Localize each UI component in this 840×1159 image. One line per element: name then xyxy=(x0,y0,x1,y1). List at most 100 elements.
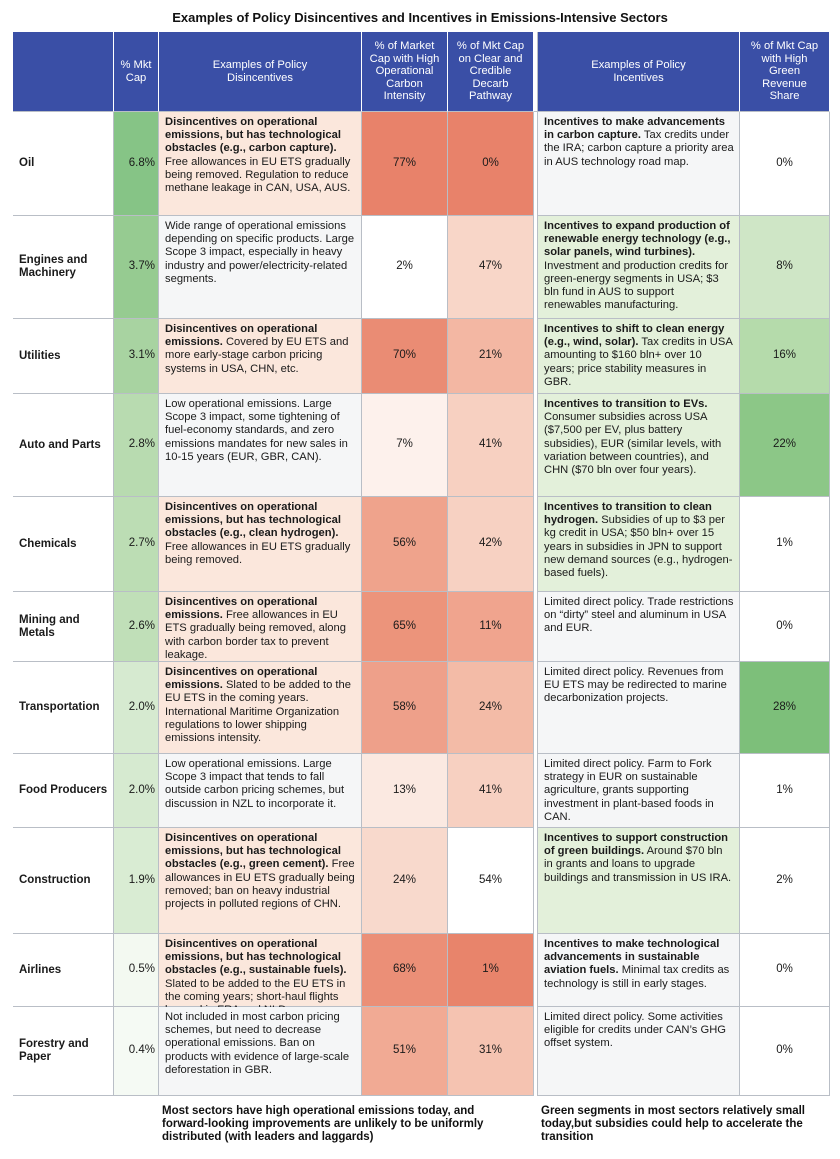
disincentive-cell: Disincentives on operational emissions, … xyxy=(159,497,362,592)
pathway-cell: 41% xyxy=(448,394,534,497)
incentive-headline: Incentives to make technological advance… xyxy=(544,938,720,977)
mkt-cap-cell: 2.7% xyxy=(114,497,159,592)
disincentive-cell: Disincentives on operational emissions, … xyxy=(159,828,362,934)
green-revenue-cell: 22% xyxy=(740,394,830,497)
green-revenue-value: 8% xyxy=(776,260,793,273)
incentive-headline: Incentives to transition to clean hydrog… xyxy=(544,501,712,527)
pathway-cell: 41% xyxy=(448,754,534,828)
disincentive-cell: Low operational emissions. Large Scope 3… xyxy=(159,754,362,828)
high-op-cell: 24% xyxy=(362,828,448,934)
mkt-cap-cell: 6.8% xyxy=(114,112,159,216)
disincentive-headline: Disincentives on operational emissions. xyxy=(165,666,318,692)
incentive-cell: Incentives to transition to clean hydrog… xyxy=(538,497,740,592)
pathway-cell: 11% xyxy=(448,592,534,662)
pathway-value: 0% xyxy=(482,156,499,169)
pathway-value: 31% xyxy=(478,1044,503,1057)
incentive-cell: Incentives to expand production of renew… xyxy=(538,216,740,319)
mkt-cap-value: 0.5% xyxy=(128,963,155,976)
disincentive-cell: Disincentives on operational emissions. … xyxy=(159,662,362,754)
column-gap xyxy=(534,754,538,828)
mkt-cap-cell: 2.0% xyxy=(114,662,159,754)
green-revenue-cell: 16% xyxy=(740,319,830,394)
pathway-cell: 31% xyxy=(448,1007,534,1096)
incentive-headline: Incentives to expand production of renew… xyxy=(544,220,731,259)
high-op-value: 56% xyxy=(392,537,417,550)
sector-cell: Engines and Machinery xyxy=(13,216,114,319)
column-gap xyxy=(534,934,538,1007)
mkt-cap-cell: 2.6% xyxy=(114,592,159,662)
pathway-cell: 1% xyxy=(448,934,534,1007)
sector-name: Auto and Parts xyxy=(19,438,101,451)
sector-cell: Auto and Parts xyxy=(13,394,114,497)
high-op-value: 68% xyxy=(392,963,417,976)
high-op-value: 24% xyxy=(392,873,417,886)
sector-name: Chemicals xyxy=(19,537,77,550)
mkt-cap-value: 2.0% xyxy=(128,700,155,713)
mkt-cap-value: 2.6% xyxy=(128,619,155,632)
sector-cell: Chemicals xyxy=(13,497,114,592)
incentive-text: Limited direct policy. Farm to Fork stra… xyxy=(544,758,714,823)
incentive-text: Investment and production credits for gr… xyxy=(544,259,729,312)
high-op-cell: 13% xyxy=(362,754,448,828)
high-op-value: 2% xyxy=(396,260,413,273)
incentive-text: Around $70 bln in grants and loans to up… xyxy=(544,845,732,884)
mkt-cap-value: 2.8% xyxy=(128,438,155,451)
footnote-left: Most sectors have high operational emiss… xyxy=(162,1105,484,1143)
pathway-cell: 47% xyxy=(448,216,534,319)
green-revenue-value: 1% xyxy=(776,537,793,550)
green-revenue-cell: 1% xyxy=(740,754,830,828)
green-revenue-value: 28% xyxy=(772,700,797,713)
header-high-op-intensity: % of Market Cap with High Operational Ca… xyxy=(362,32,448,112)
sector-name: Construction xyxy=(19,874,91,886)
column-gap xyxy=(534,394,538,497)
green-revenue-value: 1% xyxy=(776,783,793,796)
pathway-cell: 0% xyxy=(448,112,534,216)
incentive-cell: Incentives to transition to EVs. Consume… xyxy=(538,394,740,497)
mkt-cap-cell: 3.7% xyxy=(114,216,159,319)
disincentive-headline: Disincentives on operational emissions. xyxy=(165,596,318,622)
incentive-cell: Incentives to make technological advance… xyxy=(538,934,740,1007)
disincentive-text: Covered by EU ETS and more early-stage c… xyxy=(165,336,349,375)
disincentive-cell: Disincentives on operational emissions. … xyxy=(159,319,362,394)
incentive-headline: Incentives to shift to clean energy (e.g… xyxy=(544,323,725,349)
pathway-value: 21% xyxy=(478,349,503,362)
column-gap xyxy=(534,592,538,662)
mkt-cap-value: 3.1% xyxy=(128,349,155,362)
high-op-cell: 58% xyxy=(362,662,448,754)
high-op-value: 13% xyxy=(392,783,417,796)
green-revenue-value: 0% xyxy=(776,963,793,976)
sector-cell: Airlines xyxy=(13,934,114,1007)
incentive-text: Subsidies of up to $3 per kg credit in U… xyxy=(544,514,733,580)
column-gap xyxy=(534,112,538,216)
pathway-value: 42% xyxy=(478,537,503,550)
incentive-text: Limited direct policy. Some activities e… xyxy=(544,1011,726,1050)
incentive-headline: Incentives to transition to EVs. xyxy=(544,398,708,410)
sector-name: Utilities xyxy=(19,349,61,362)
high-op-value: 51% xyxy=(392,1044,417,1057)
disincentive-headline: Disincentives on operational emissions, … xyxy=(165,501,341,540)
sector-name: Food Producers xyxy=(19,784,108,796)
disincentive-headline: Disincentives on operational emissions. xyxy=(165,323,318,349)
column-gap xyxy=(534,32,538,112)
high-op-value: 58% xyxy=(392,700,417,713)
disincentive-text: Free allowances in EU ETS gradually bein… xyxy=(165,858,355,911)
green-revenue-value: 0% xyxy=(776,156,793,169)
pathway-value: 11% xyxy=(479,619,502,632)
mkt-cap-cell: 3.1% xyxy=(114,319,159,394)
high-op-cell: 7% xyxy=(362,394,448,497)
disincentive-text: Wide range of operational emissions depe… xyxy=(165,220,355,285)
disincentive-text: Low operational emissions. Large Scope 3… xyxy=(165,398,348,463)
high-op-value: 65% xyxy=(392,619,417,632)
incentive-headline: Incentives to support construction of gr… xyxy=(544,832,728,858)
policy-table: % Mkt Cap Examples of Policy Disincentiv… xyxy=(13,32,830,1096)
pathway-value: 1% xyxy=(482,963,499,976)
pathway-value: 41% xyxy=(478,783,503,796)
pathway-cell: 54% xyxy=(448,828,534,934)
disincentive-text: Free allowances in EU ETS gradually bein… xyxy=(165,609,346,661)
mkt-cap-value: 2.7% xyxy=(128,537,155,550)
disincentive-cell: Wide range of operational emissions depe… xyxy=(159,216,362,319)
mkt-cap-value: 0.4% xyxy=(128,1044,155,1057)
mkt-cap-value: 6.8% xyxy=(128,156,155,169)
incentive-text: Consumer subsidies across USA ($7,500 pe… xyxy=(544,411,722,477)
sector-cell: Transportation xyxy=(13,662,114,754)
